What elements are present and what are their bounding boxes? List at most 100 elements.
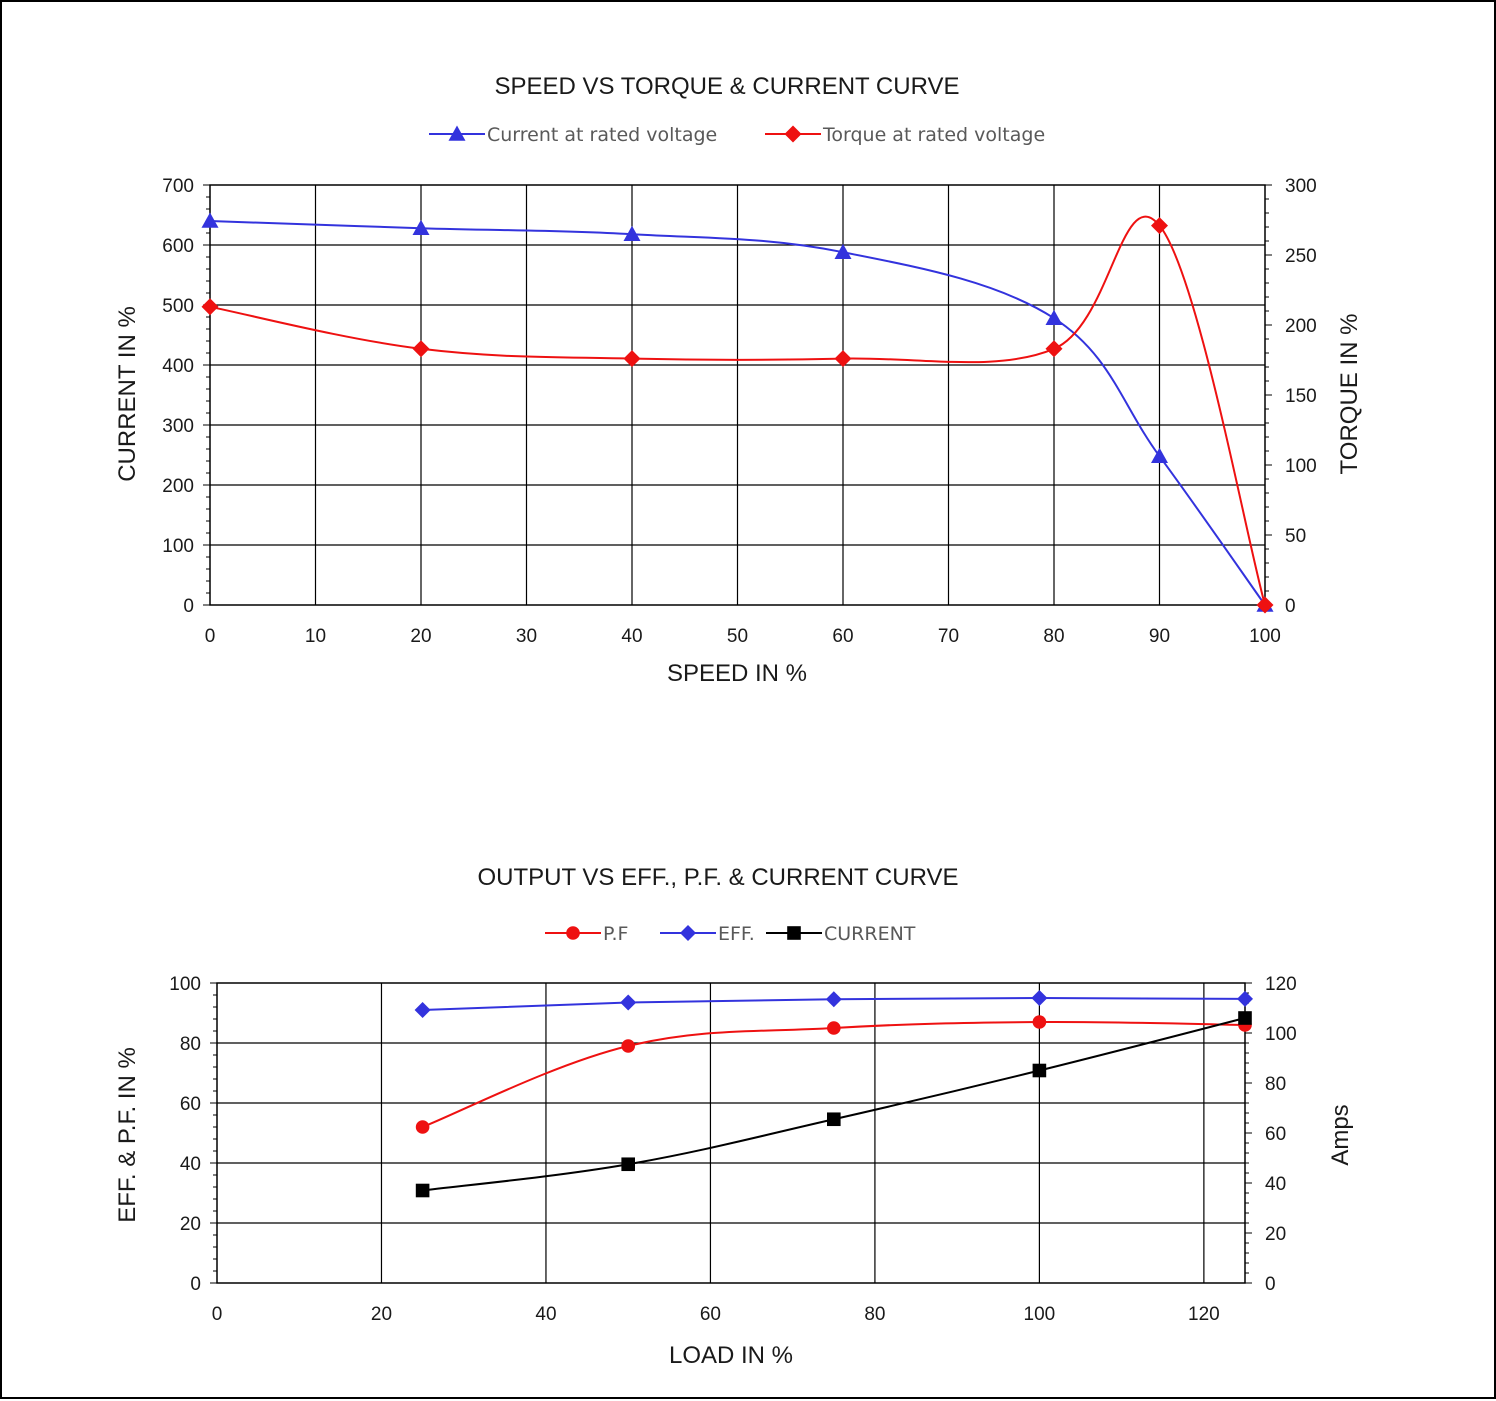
x-tick-label: 40 xyxy=(621,626,642,647)
data-point xyxy=(1045,309,1063,325)
x-tick-label: 60 xyxy=(832,626,853,647)
x-tick-label: 60 xyxy=(700,1304,721,1325)
grid xyxy=(210,982,1252,1284)
data-point xyxy=(621,1157,635,1172)
y-tick-label: 0 xyxy=(183,596,194,617)
legend-label: P.F xyxy=(603,923,628,945)
y2-tick-label: 100 xyxy=(1265,1024,1297,1045)
legend-entry: EFF. xyxy=(660,923,755,945)
x-tick-label: 30 xyxy=(516,626,537,647)
data-point xyxy=(834,243,852,259)
data-point xyxy=(201,212,219,228)
y-tick-label: 20 xyxy=(180,1214,201,1235)
x-tick-label: 90 xyxy=(1149,626,1170,647)
y-tick-label: 400 xyxy=(162,356,194,377)
chart-title: OUTPUT VS EFF., P.F. & CURRENT CURVE xyxy=(478,864,959,891)
legend-label: Torque at rated voltage xyxy=(822,124,1045,146)
x-tick-label: 80 xyxy=(1043,626,1064,647)
series-layer xyxy=(201,212,1274,614)
x-tick-label: 100 xyxy=(1024,1304,1056,1325)
x-tick-label: 120 xyxy=(1188,1304,1220,1325)
data-point xyxy=(415,1183,430,1198)
x-tick-label: 70 xyxy=(938,626,959,647)
legend-marker xyxy=(680,925,696,941)
data-point xyxy=(1151,217,1168,235)
data-point xyxy=(1238,1011,1252,1025)
data-point xyxy=(623,350,641,368)
y2-tick-label: 0 xyxy=(1285,596,1296,617)
y-tick-label: 100 xyxy=(162,536,194,557)
data-point xyxy=(827,1112,841,1127)
y2-tick-label: 80 xyxy=(1265,1074,1286,1095)
y-tick-label: 60 xyxy=(180,1094,201,1115)
data-point xyxy=(1031,990,1048,1006)
y-tick-label: 200 xyxy=(162,476,194,497)
series-eff xyxy=(414,990,1253,1018)
series-current xyxy=(415,1011,1252,1198)
y2-tick-label: 300 xyxy=(1285,176,1317,197)
x-tick-label: 100 xyxy=(1249,626,1281,647)
data-point xyxy=(1151,447,1168,463)
tick-labels: 0 10 20 30 40 50 60 70 80 90 100010020030040050060… xyxy=(162,176,1316,647)
data-point xyxy=(834,350,852,368)
x-axis-label: LOAD IN % xyxy=(669,1342,793,1369)
data-point xyxy=(827,1021,841,1035)
x-tick-label: 40 xyxy=(535,1304,556,1325)
y-tick-label: 300 xyxy=(162,416,194,437)
legend-entry: CURRENT xyxy=(766,923,916,945)
data-point xyxy=(415,1120,430,1134)
x-tick-label: 10 xyxy=(305,626,326,647)
data-point xyxy=(1045,340,1063,358)
series-torque-at-rated-voltage xyxy=(201,215,1274,614)
legend-label: CURRENT xyxy=(824,923,916,945)
legend: P.F EFF. CURRENT xyxy=(545,923,916,945)
series-layer xyxy=(414,990,1253,1198)
grid xyxy=(203,184,1272,606)
y-tick-label: 0 xyxy=(190,1274,201,1295)
y-axis-label: EFF. & P.F. IN % xyxy=(114,1047,141,1223)
y-tick-label: 100 xyxy=(169,974,201,995)
y2-tick-label: 150 xyxy=(1285,386,1317,407)
y2-tick-label: 60 xyxy=(1265,1124,1286,1145)
data-point xyxy=(620,994,637,1011)
legend-label: EFF. xyxy=(718,923,755,945)
data-point xyxy=(825,991,842,1008)
x-tick-label: 20 xyxy=(371,1304,392,1325)
y-axis-label: CURRENT IN % xyxy=(114,306,141,482)
legend-label: Current at rated voltage xyxy=(487,124,717,146)
y-tick-label: 500 xyxy=(162,296,194,317)
y-tick-label: 40 xyxy=(180,1154,201,1175)
y2-tick-label: 0 xyxy=(1265,1274,1276,1295)
y-tick-label: 80 xyxy=(180,1034,201,1055)
x-tick-label: 0 xyxy=(205,626,216,647)
legend-marker xyxy=(787,926,801,940)
data-point xyxy=(621,1039,635,1053)
y2-tick-label: 200 xyxy=(1285,316,1317,337)
y2-axis-label: Amps xyxy=(1327,1104,1354,1165)
x-tick-label: 20 xyxy=(410,626,431,647)
data-point xyxy=(1256,596,1274,614)
y2-tick-label: 50 xyxy=(1285,526,1306,547)
legend-marker xyxy=(566,926,580,940)
data-point xyxy=(623,225,641,241)
y-tick-label: 600 xyxy=(162,236,194,257)
data-point xyxy=(1032,1015,1047,1029)
chart-output-eff-pf-current: OUTPUT VS EFF., P.F. & CURRENT CURVE P.F… xyxy=(114,864,1354,1369)
data-point xyxy=(1237,990,1253,1007)
y-tick-label: 700 xyxy=(162,176,194,197)
legend-entry: Torque at rated voltage xyxy=(765,124,1045,146)
y2-tick-label: 20 xyxy=(1265,1224,1286,1245)
legend-marker xyxy=(448,125,466,141)
data-point xyxy=(412,219,430,235)
y2-tick-label: 40 xyxy=(1265,1174,1286,1195)
data-point xyxy=(201,298,219,316)
data-point xyxy=(412,340,430,358)
chart-speed-torque-current: SPEED VS TORQUE & CURRENT CURVE Current … xyxy=(114,73,1363,687)
legend-entry: P.F xyxy=(545,923,628,945)
y2-tick-label: 120 xyxy=(1265,974,1297,995)
tick-labels: 0 20 40 60 80 100 120 0 20 40 60 80 100 0 20 40 60 80 100 1… xyxy=(169,974,1296,1325)
data-point xyxy=(414,1002,431,1018)
y2-tick-label: 250 xyxy=(1285,246,1317,267)
